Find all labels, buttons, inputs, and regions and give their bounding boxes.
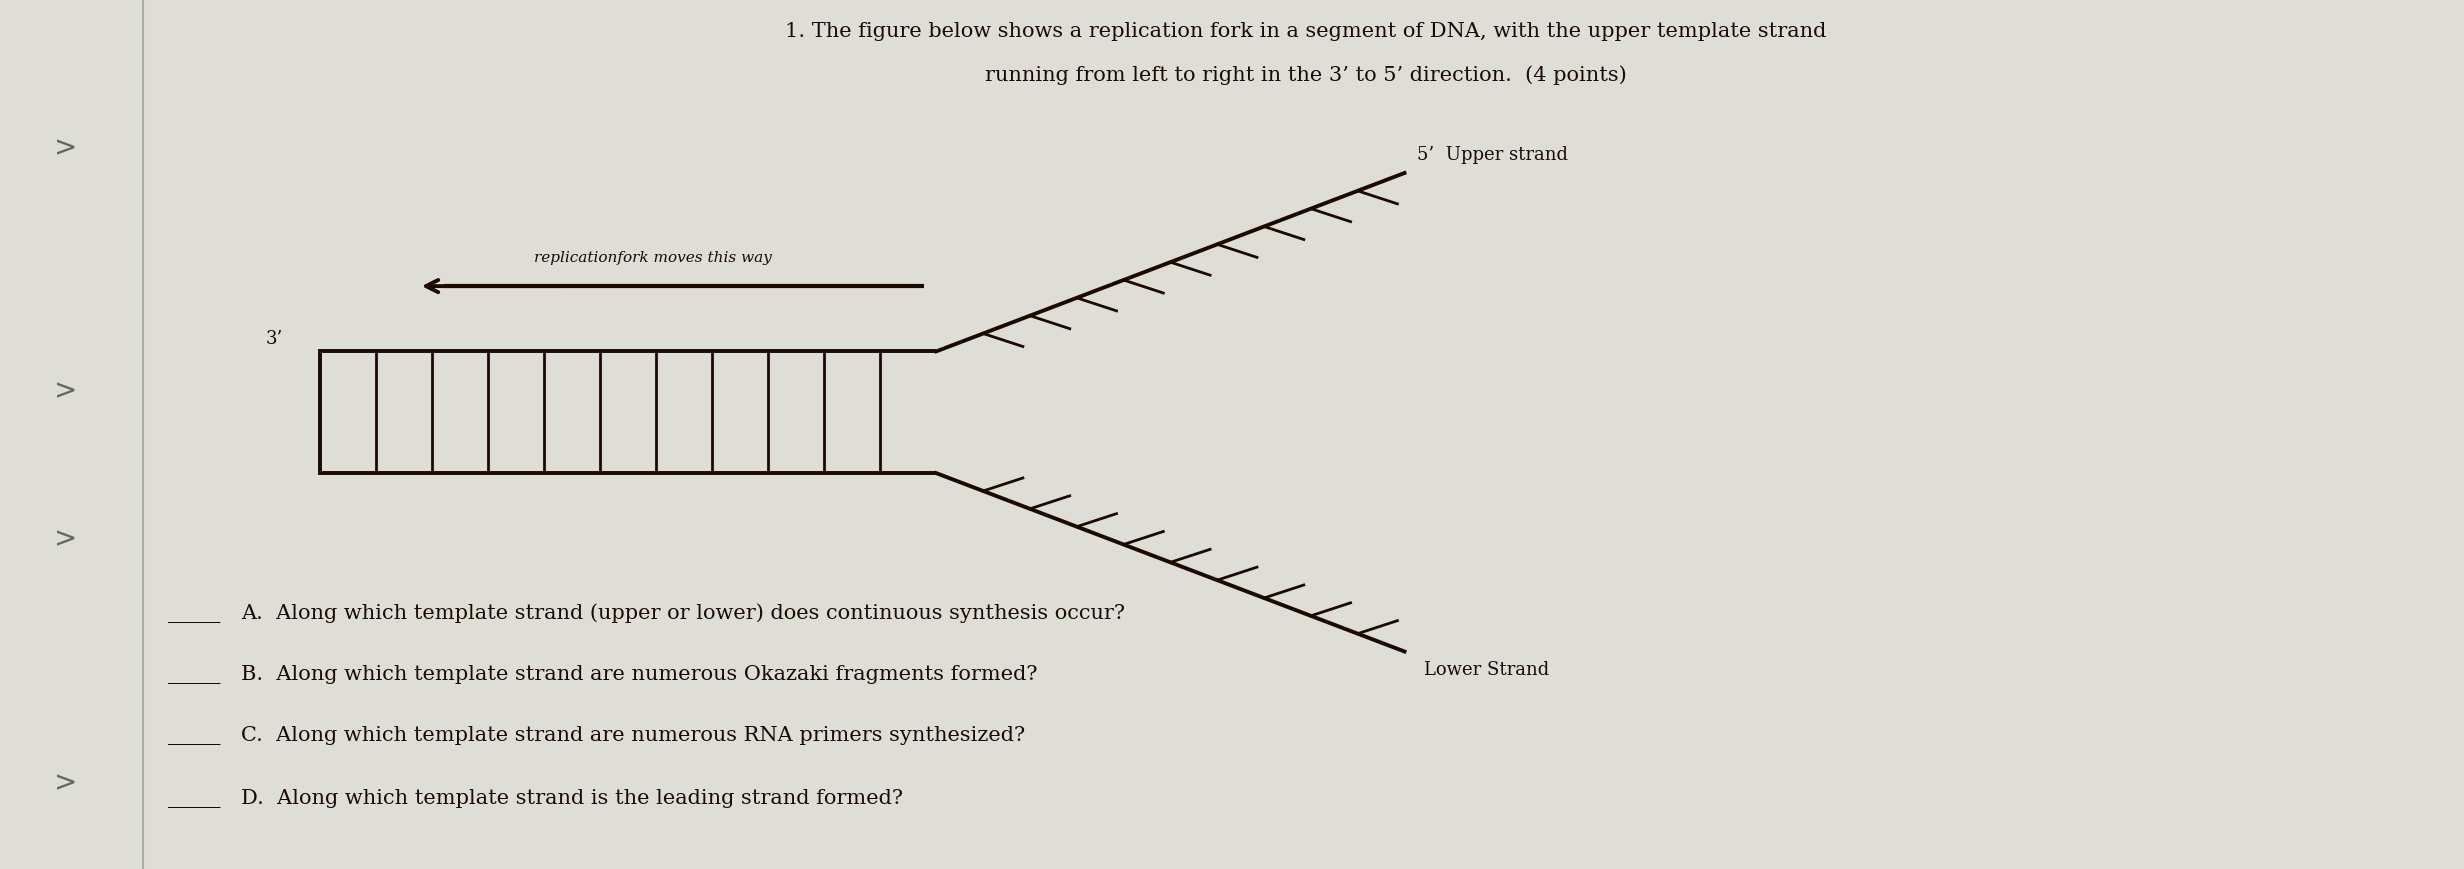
Text: >: >	[54, 525, 76, 553]
Text: _____: _____	[168, 603, 219, 622]
Text: Lower Strand: Lower Strand	[1424, 660, 1550, 679]
Text: A.  Along which template strand (upper or lower) does continuous synthesis occur: A. Along which template strand (upper or…	[241, 603, 1126, 622]
Text: _____: _____	[168, 788, 219, 807]
Text: >: >	[54, 134, 76, 162]
Text: >: >	[54, 768, 76, 796]
Text: replicationfork moves this way: replicationfork moves this way	[535, 251, 771, 265]
Text: B.  Along which template strand are numerous Okazaki fragments formed?: B. Along which template strand are numer…	[241, 664, 1037, 683]
Text: D.  Along which template strand is the leading strand formed?: D. Along which template strand is the le…	[241, 788, 904, 807]
Text: running from left to right in the 3’ to 5’ direction.  (4 points): running from left to right in the 3’ to …	[986, 65, 1626, 85]
Text: 5’  Upper strand: 5’ Upper strand	[1417, 145, 1567, 163]
Text: _____: _____	[168, 725, 219, 744]
Text: _____: _____	[168, 664, 219, 683]
Text: 1. The figure below shows a replication fork in a segment of DNA, with the upper: 1. The figure below shows a replication …	[786, 22, 1826, 41]
Text: 3’: 3’	[266, 329, 283, 348]
Text: C.  Along which template strand are numerous RNA primers synthesized?: C. Along which template strand are numer…	[241, 725, 1025, 744]
Text: >: >	[54, 377, 76, 405]
